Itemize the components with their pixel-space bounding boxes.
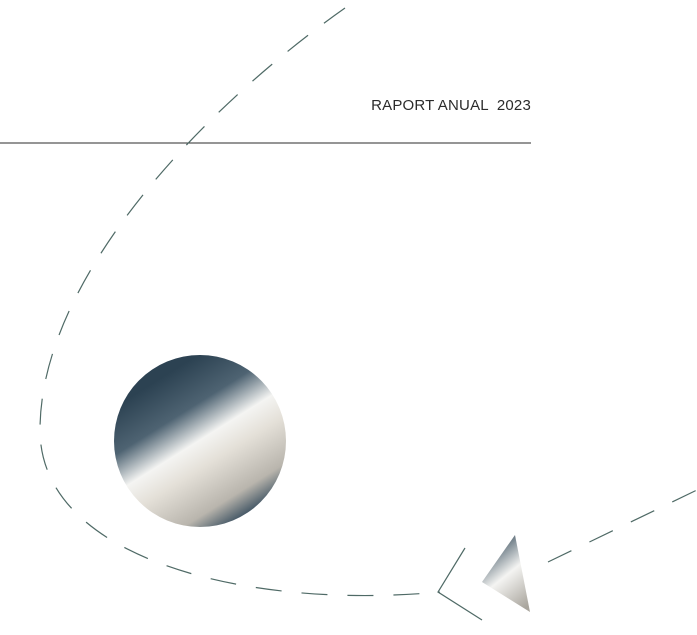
sphere <box>114 355 286 527</box>
dashed-path <box>547 489 697 563</box>
title-year: 2023 <box>496 97 531 114</box>
title-text: RAPORT ANUAL <box>371 97 489 114</box>
arrow-head <box>437 547 483 621</box>
dashed-path <box>39 7 441 597</box>
triangle <box>482 535 530 612</box>
report-title: RAPORT ANUAL 2023 <box>371 97 531 114</box>
